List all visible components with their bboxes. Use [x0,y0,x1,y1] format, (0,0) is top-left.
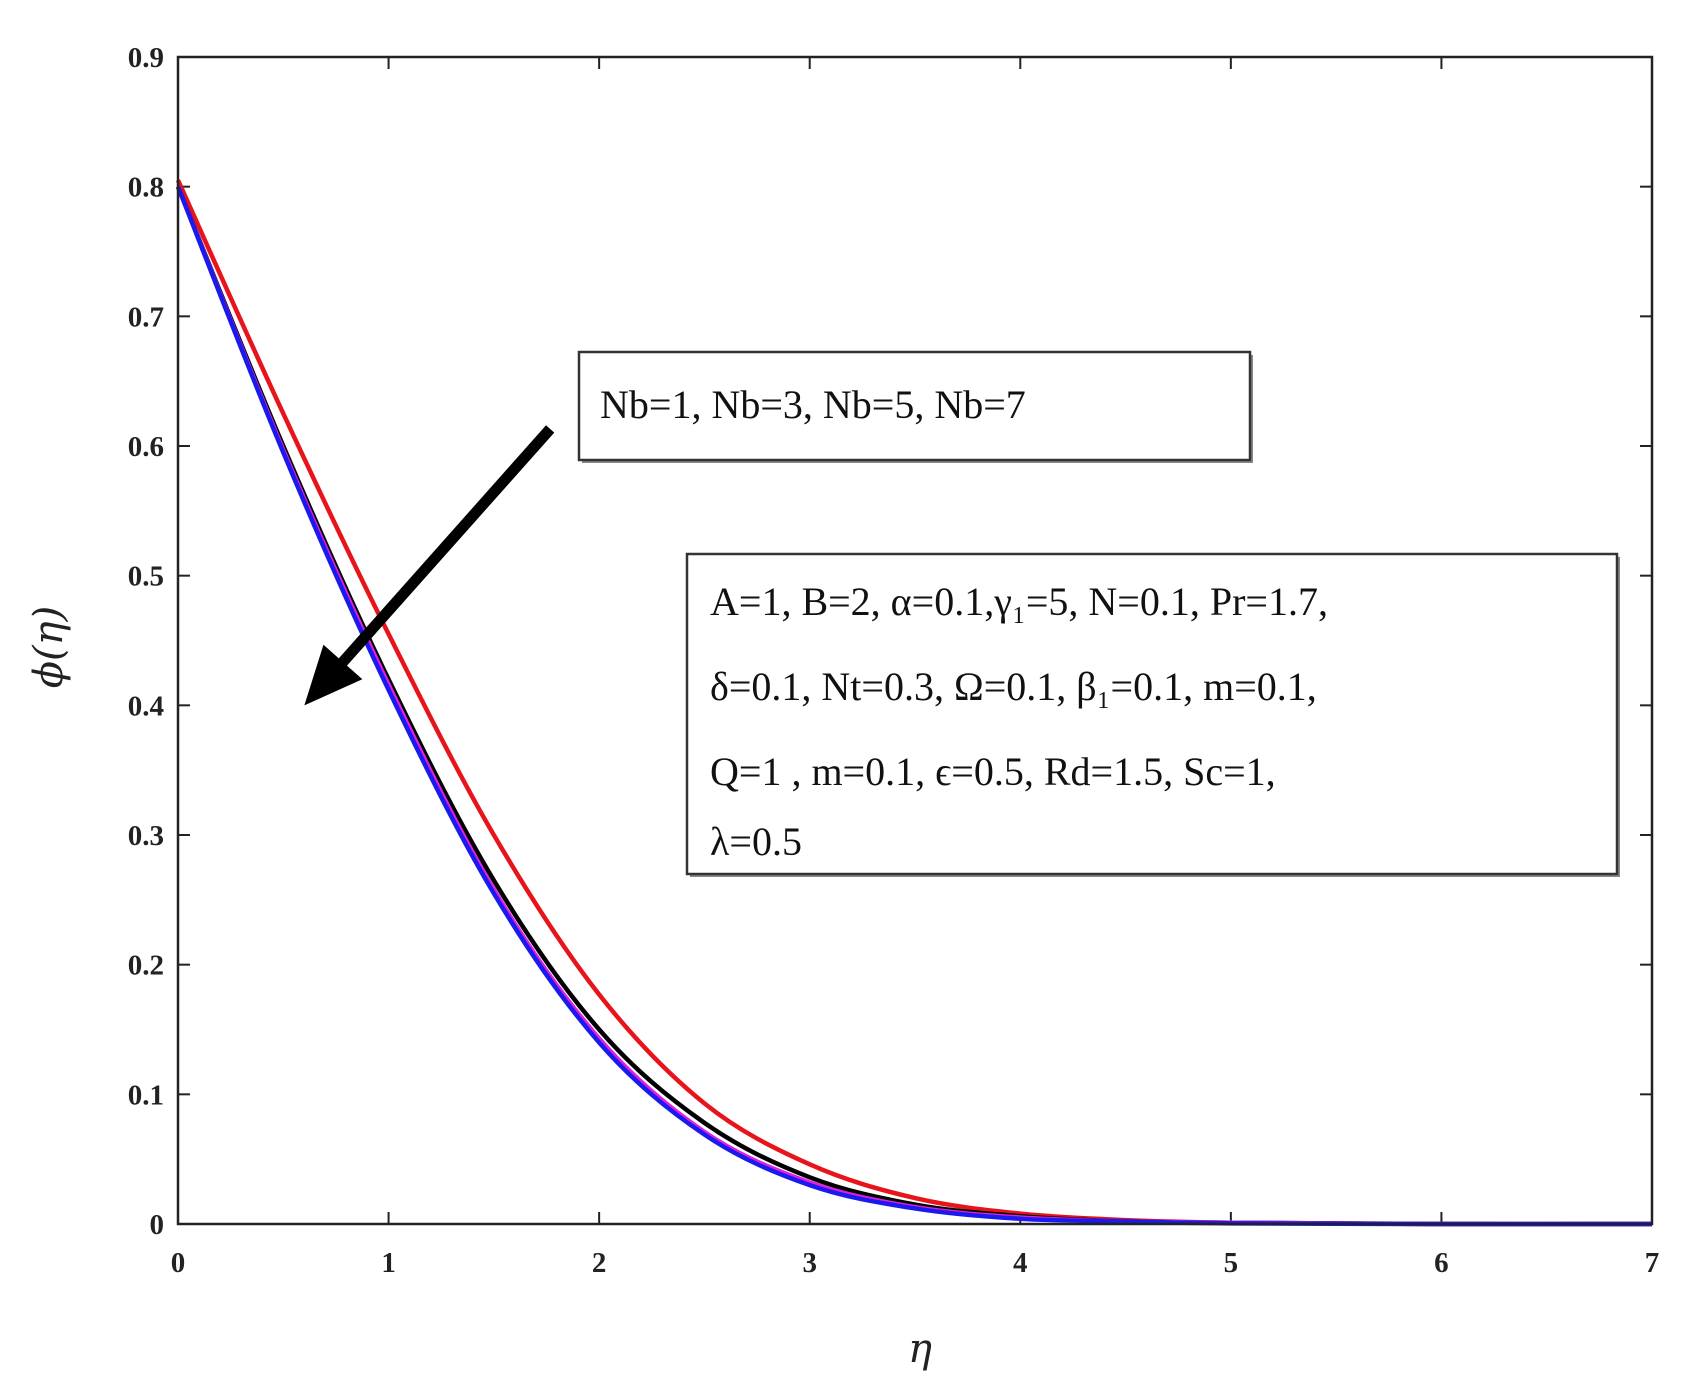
y-tick-label: 0.9 [128,42,164,74]
x-tick-label: 6 [1434,1247,1449,1279]
x-tick-label: 3 [802,1247,817,1279]
nb-arrow [304,425,555,706]
params-line-4: λ=0.5 [710,819,802,864]
y-tick-label: 0.8 [128,172,164,204]
x-tick-label: 2 [592,1247,607,1279]
y-tick-label: 0.6 [128,431,164,463]
y-tick-label: 0.5 [128,561,164,593]
nb-legend-box: Nb=1, Nb=3, Nb=5, Nb=7 [577,350,1253,463]
y-tick-label: 0.2 [128,950,164,982]
y-tick-label: 0 [150,1209,165,1241]
ticks-layer: 0 1 2 3 4 5 6 7 0 0.1 0.2 0.3 0.4 0.5 0.6 0.7 0.8 0.9 [128,42,1660,1279]
y-axis-title: ϕ(η) [26,606,72,688]
x-tick-label: 5 [1224,1247,1239,1279]
y-tick-label: 0.4 [128,690,164,722]
params-line-1: A=1, B=2, α=0.1,γ₁=5, N=0.1, Pr=1.7, [710,579,1328,624]
arrow-head [304,644,363,706]
arrow-shaft [335,425,555,670]
x-tick-label: 0 [171,1247,186,1279]
y-tick-label: 0.1 [128,1079,164,1111]
params-line-2: δ=0.1, Nt=0.3, Ω=0.1, β₁=0.1, m=0.1, [710,664,1317,709]
params-box: A=1, B=2, α=0.1,γ₁=5, N=0.1, Pr=1.7, δ=0… [685,552,1620,877]
params-line-3: Q=1 , m=0.1, ϵ=0.5, Rd=1.5, Sc=1, [710,749,1276,794]
y-tick-label: 0.3 [128,820,164,852]
plot-frame [176,55,1654,1226]
y-tick-label: 0.7 [128,301,164,333]
nb-legend-text: Nb=1, Nb=3, Nb=5, Nb=7 [600,382,1026,427]
x-tick-label: 4 [1013,1247,1028,1279]
x-axis-title: η [908,1326,932,1372]
x-tick-label: 1 [381,1247,396,1279]
x-tick-label: 7 [1645,1247,1660,1279]
